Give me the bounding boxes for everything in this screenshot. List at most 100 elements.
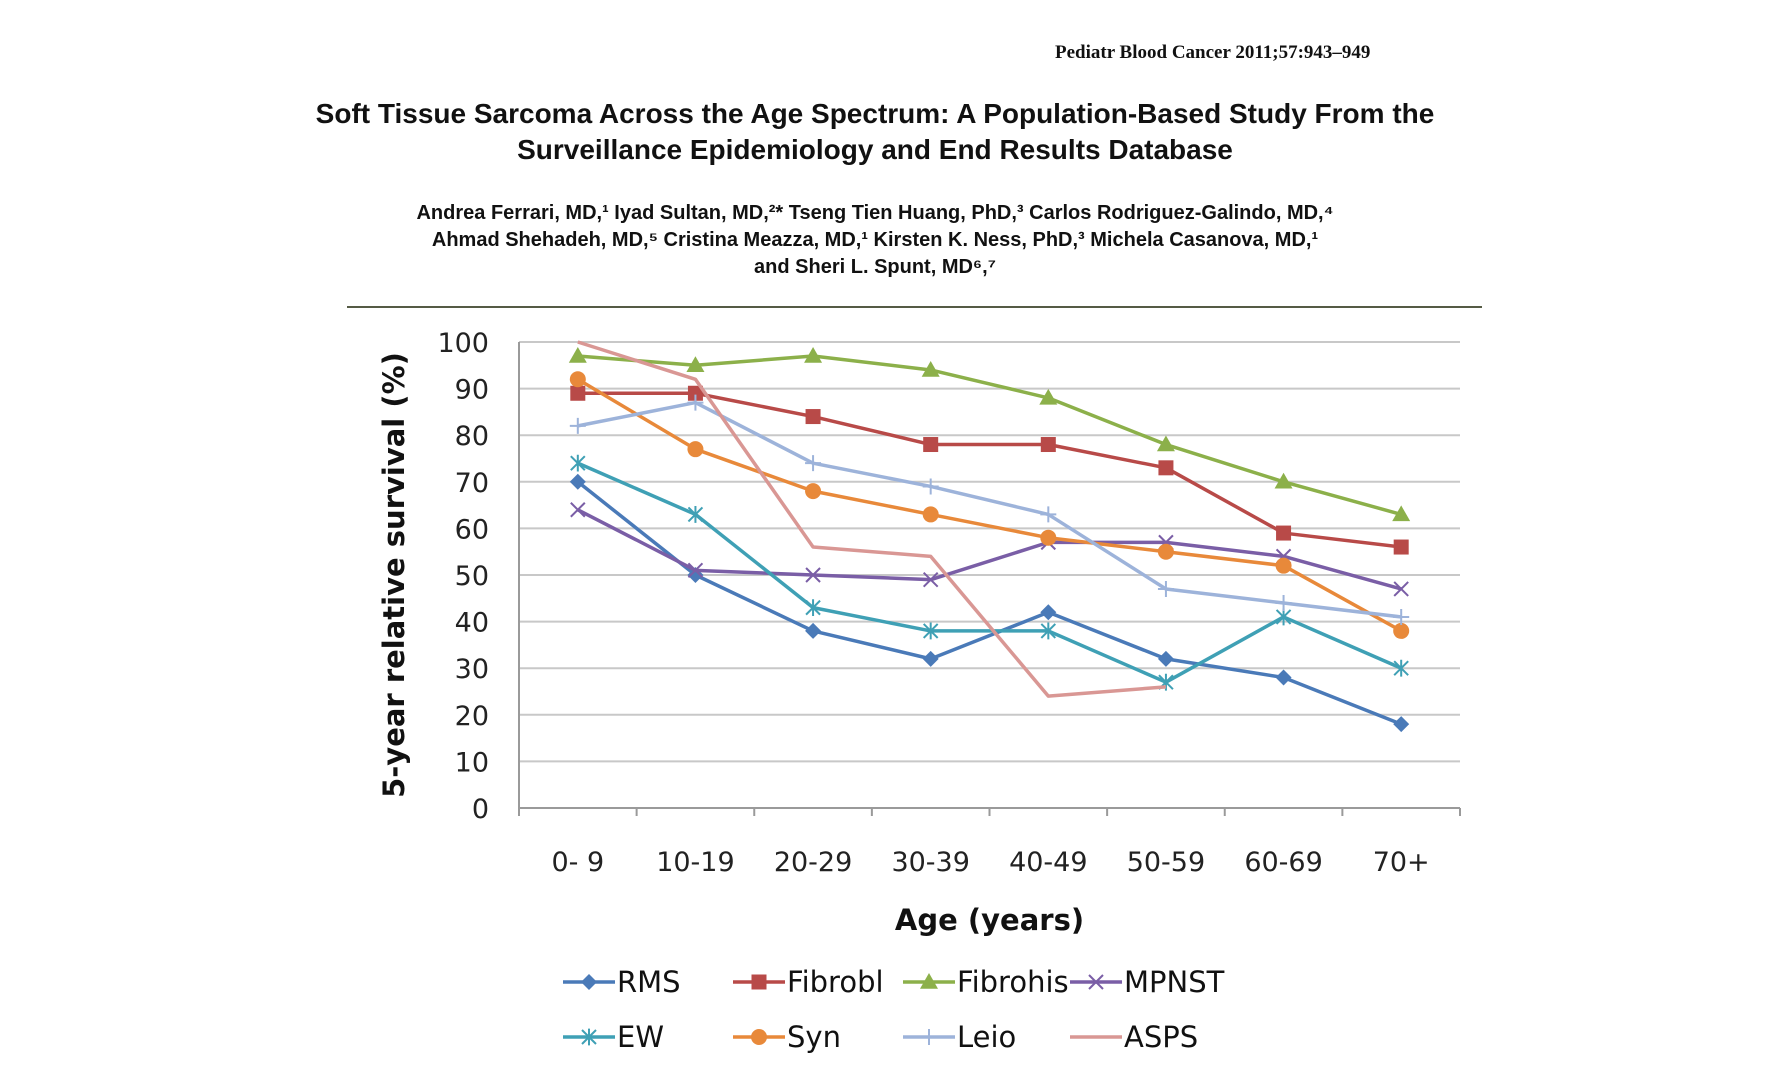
- point-rms-0: [569, 473, 586, 490]
- x-tick-label-5: 50-59: [1127, 847, 1205, 878]
- point-fibrobl-7: [1393, 539, 1409, 555]
- authors-line-2: Ahmad Shehadeh, MD,⁵ Cristina Meazza, MD…: [431, 229, 1319, 251]
- legend-marker-rms: [581, 974, 597, 990]
- author-list: Andrea Ferrari, MD,¹ Iyad Sultan, MD,²* …: [300, 200, 1450, 281]
- point-ew-2: [805, 599, 821, 617]
- legend-label-asps: ASPS: [1124, 1020, 1198, 1054]
- y-tick-label-40: 40: [455, 608, 489, 639]
- y-tick-label-10: 10: [455, 747, 489, 778]
- point-ew-3: [922, 622, 939, 640]
- legend-label-fibrobl: Fibrobl: [787, 965, 884, 999]
- point-ew-0: [570, 454, 586, 472]
- point-leio-3: [922, 478, 939, 495]
- point-fibrobl-1: [687, 385, 703, 401]
- legend-label-syn: Syn: [787, 1020, 841, 1054]
- point-syn-2: [805, 483, 822, 500]
- point-leio-1: [687, 394, 704, 411]
- point-syn-4: [1040, 529, 1057, 546]
- point-fibrobl-3: [923, 437, 939, 453]
- y-tick-label-100: 100: [437, 328, 489, 359]
- point-fibrohis-6: [1274, 472, 1293, 489]
- y-tick-label-70: 70: [455, 468, 489, 499]
- point-mpnst-3: [922, 571, 939, 588]
- point-syn-6: [1275, 557, 1292, 574]
- point-leio-4: [1040, 506, 1057, 523]
- series-line-mpnst: [577, 508, 1402, 591]
- y-tick-label-50: 50: [455, 561, 489, 592]
- point-syn-5: [1157, 543, 1174, 560]
- legend-marker-leio: [921, 1029, 937, 1045]
- x-tick-label-1: 10-19: [656, 847, 734, 878]
- y-tick-label-30: 30: [455, 654, 489, 685]
- series-line-ew: [577, 461, 1402, 684]
- point-mpnst-0: [570, 502, 586, 518]
- point-syn-1: [687, 441, 704, 458]
- point-mpnst-7: [1393, 581, 1409, 597]
- legend-marker-ew: [581, 1028, 597, 1046]
- point-leio-0: [569, 417, 586, 434]
- y-tick-label-80: 80: [455, 421, 489, 452]
- point-fibrohis-4: [1039, 388, 1058, 405]
- y-tick-label-60: 60: [455, 514, 489, 545]
- legend-label-leio: Leio: [957, 1020, 1016, 1054]
- legend-label-mpnst: MPNST: [1124, 965, 1225, 999]
- point-syn-3: [922, 506, 939, 523]
- legend-label-ew: EW: [617, 1020, 664, 1054]
- point-fibrohis-0: [568, 346, 587, 363]
- point-rms-7: [1393, 716, 1410, 733]
- y-tick-label-0: 0: [472, 794, 489, 825]
- point-leio-5: [1157, 580, 1174, 597]
- legend-marker-syn: [751, 1029, 767, 1045]
- point-ew-7: [1393, 659, 1409, 677]
- legend-label-fibrohis: Fibrohis: [957, 965, 1069, 999]
- point-fibrohis-5: [1156, 435, 1175, 452]
- point-fibrohis-2: [804, 346, 823, 363]
- x-tick-label-7: 70+: [1373, 847, 1430, 878]
- point-fibrobl-5: [1158, 460, 1174, 476]
- point-rms-2: [805, 622, 822, 639]
- legend-marker-fibrohis: [920, 973, 938, 989]
- point-mpnst-1: [687, 562, 704, 579]
- point-fibrobl-0: [570, 385, 586, 401]
- point-leio-6: [1275, 594, 1292, 611]
- point-fibrohis-1: [686, 356, 705, 373]
- title-line-1: Soft Tissue Sarcoma Across the Age Spect…: [315, 98, 1435, 129]
- x-tick-label-3: 30-39: [891, 847, 969, 878]
- title-line-2: Surveillance Epidemiology and End Result…: [517, 134, 1233, 165]
- point-mpnst-2: [805, 567, 821, 583]
- point-leio-7: [1393, 608, 1410, 625]
- x-tick-label-4: 40-49: [1009, 847, 1087, 878]
- paper-title: Soft Tissue Sarcoma Across the Age Spect…: [200, 96, 1550, 168]
- x-tick-label-6: 60-69: [1244, 847, 1322, 878]
- point-ew-1: [687, 506, 704, 523]
- x-tick-label-2: 20-29: [774, 847, 852, 878]
- legend-label-rms: RMS: [617, 965, 681, 999]
- point-rms-6: [1275, 669, 1292, 686]
- series-line-leio: [577, 400, 1402, 619]
- point-ew-6: [1275, 608, 1292, 626]
- point-fibrohis-7: [1392, 505, 1411, 522]
- point-ew-4: [1040, 622, 1057, 640]
- series-line-asps: [577, 340, 1167, 698]
- legend-marker-fibrobl: [751, 974, 767, 990]
- point-rms-4: [1040, 604, 1057, 621]
- authors-line-1: Andrea Ferrari, MD,¹ Iyad Sultan, MD,²* …: [416, 202, 1334, 224]
- series-line-fibrohis: [577, 354, 1402, 517]
- header-divider: [347, 306, 1482, 308]
- point-syn-7: [1393, 622, 1410, 639]
- series-line-fibrobl: [577, 391, 1402, 549]
- point-fibrobl-4: [1040, 437, 1056, 453]
- point-fibrobl-6: [1276, 525, 1292, 541]
- point-leio-2: [805, 455, 822, 472]
- series-line-rms: [576, 480, 1402, 726]
- x-axis-title: Age (years): [895, 903, 1084, 937]
- point-fibrobl-2: [805, 409, 821, 425]
- y-tick-label-20: 20: [455, 701, 489, 732]
- journal-citation: Pediatr Blood Cancer 2011;57:943–949: [1055, 42, 1371, 63]
- series-line-syn: [576, 377, 1403, 633]
- y-tick-label-90: 90: [455, 375, 489, 406]
- point-rms-5: [1157, 650, 1174, 667]
- point-fibrohis-3: [921, 360, 940, 377]
- legend-marker-mpnst: [1088, 974, 1104, 990]
